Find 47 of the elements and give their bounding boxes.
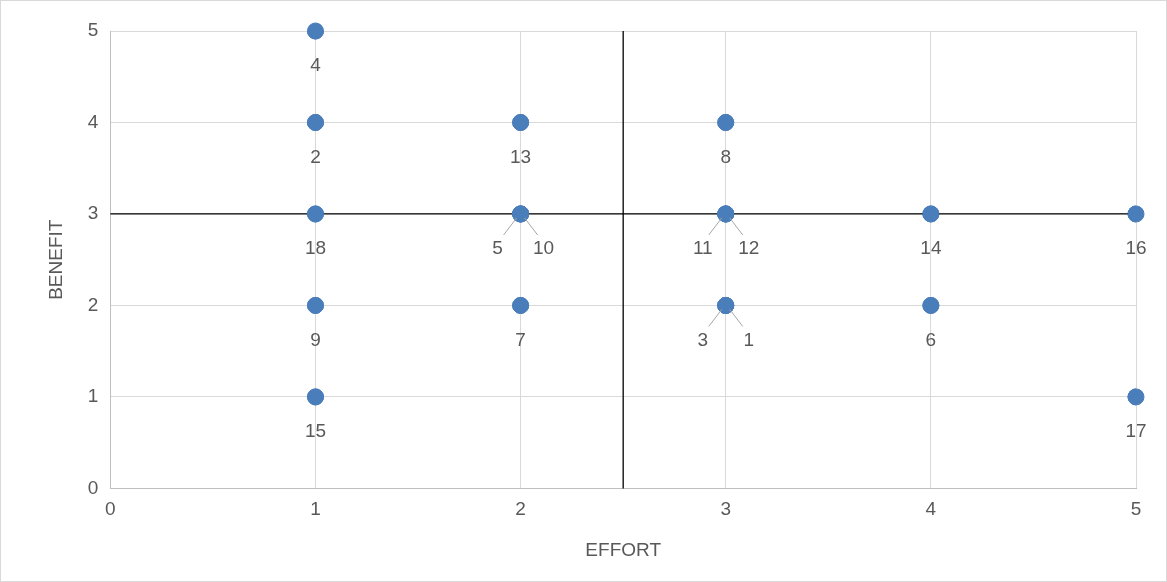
x-axis-title: EFFORT — [585, 538, 662, 560]
annotation: 16 — [1125, 237, 1147, 259]
x-tick-label: 5 — [1130, 498, 1142, 520]
annotation: 8 — [720, 145, 732, 167]
annotation: 9 — [310, 328, 321, 350]
annotation: 13 — [510, 145, 532, 167]
point — [512, 296, 530, 314]
y-tick-label: 0 — [87, 476, 99, 498]
annotation: 17 — [1125, 420, 1147, 442]
y-tick-label: 5 — [87, 19, 99, 41]
point — [306, 296, 324, 314]
annotation: 10 — [533, 237, 555, 259]
point — [717, 205, 735, 223]
x-tick-label: 2 — [515, 498, 526, 520]
annotation: 12 — [738, 237, 760, 259]
point — [922, 205, 940, 223]
x-tick-label: 3 — [720, 498, 732, 520]
point — [306, 22, 324, 40]
point — [1127, 388, 1145, 406]
y-axis-title: BENEFIT — [44, 219, 66, 300]
y-tick-label: 1 — [87, 385, 99, 407]
x-tick-label: 4 — [925, 498, 937, 520]
annotation: 3 — [697, 328, 709, 350]
y-tick-label: 3 — [87, 202, 99, 224]
annotation: 14 — [920, 237, 942, 259]
x-tick-label: 1 — [310, 498, 321, 520]
point — [306, 113, 324, 131]
point — [922, 296, 940, 314]
point — [717, 296, 735, 314]
point — [1127, 205, 1145, 223]
y-tick-label: 2 — [87, 293, 99, 315]
point — [512, 113, 530, 131]
point — [512, 205, 530, 223]
annotation: 5 — [492, 237, 503, 259]
point — [306, 205, 324, 223]
point — [306, 388, 324, 406]
annotation: 7 — [515, 328, 526, 350]
annotation: 15 — [304, 420, 327, 442]
annotation: 18 — [304, 237, 327, 259]
point — [717, 113, 735, 131]
annotation: 1 — [743, 328, 755, 350]
x-tick-label: 0 — [105, 498, 116, 520]
annotation: 11 — [692, 237, 713, 259]
annotation: 4 — [310, 54, 322, 76]
annotation: 6 — [925, 328, 937, 350]
annotation: 2 — [310, 145, 321, 167]
y-tick-label: 4 — [87, 110, 99, 132]
